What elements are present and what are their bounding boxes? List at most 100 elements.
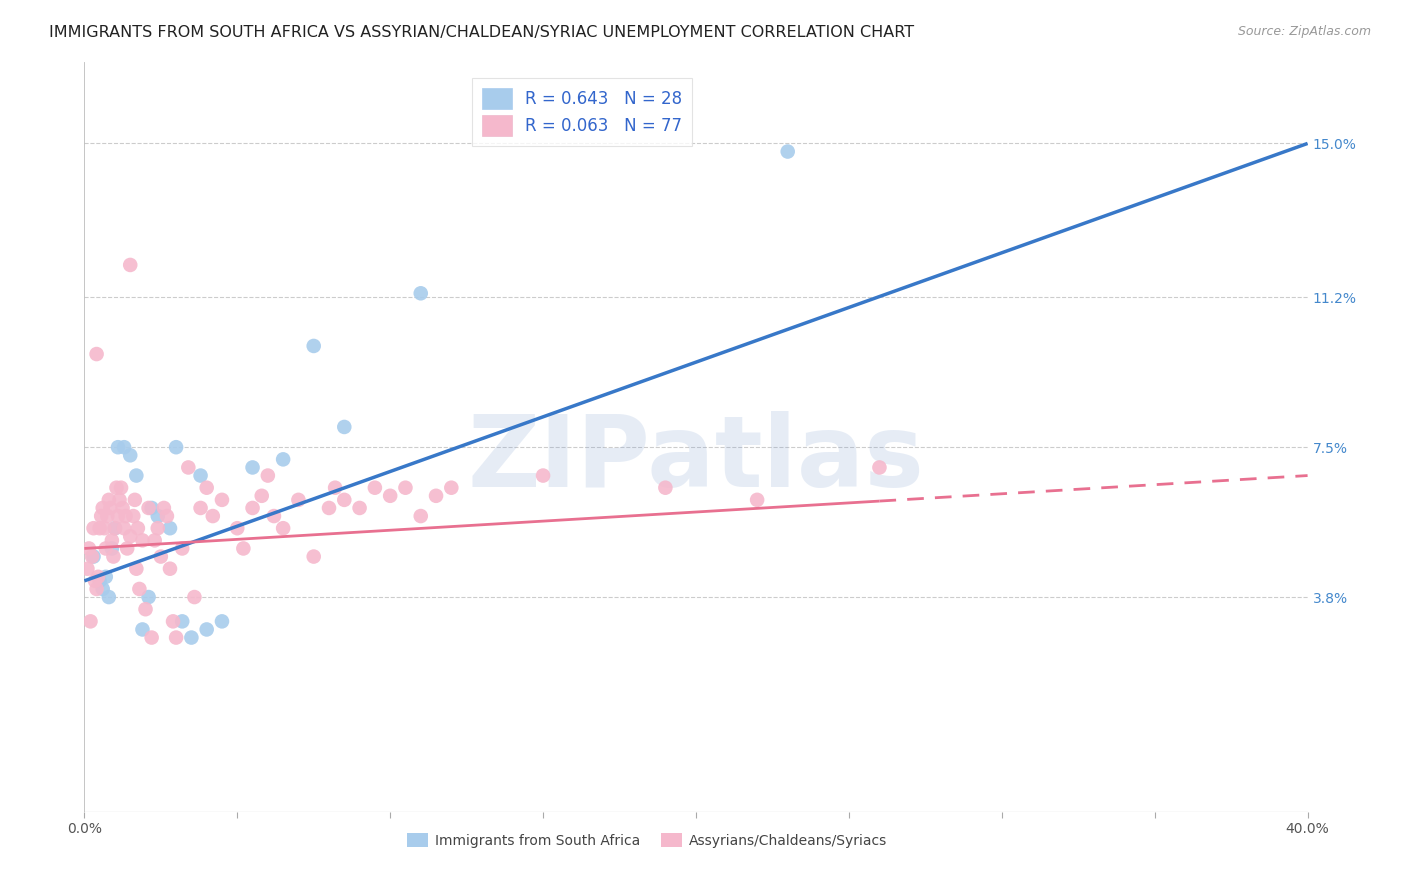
Point: [440, 481, 463, 495]
Point: [172, 615, 194, 629]
Point: [263, 509, 285, 524]
Point: [869, 460, 891, 475]
Point: [747, 492, 769, 507]
Point: [84, 574, 107, 588]
Text: IMMIGRANTS FROM SOUTH AFRICA VS ASSYRIAN/CHALDEAN/SYRIAC UNEMPLOYMENT CORRELATIO: IMMIGRANTS FROM SOUTH AFRICA VS ASSYRIAN…: [49, 25, 914, 40]
Point: [333, 492, 356, 507]
Point: [111, 500, 134, 515]
Point: [110, 481, 132, 495]
Point: [112, 440, 135, 454]
Point: [146, 509, 169, 524]
Point: [87, 570, 110, 584]
Point: [107, 509, 129, 524]
Point: [302, 339, 325, 353]
Point: [131, 533, 153, 548]
Point: [98, 500, 121, 515]
Point: [131, 623, 153, 637]
Point: [172, 541, 194, 556]
Point: [91, 500, 114, 515]
Point: [94, 570, 117, 584]
Point: [76, 562, 98, 576]
Point: [364, 481, 387, 495]
Point: [318, 500, 340, 515]
Point: [162, 615, 184, 629]
Point: [394, 481, 416, 495]
Point: [250, 489, 273, 503]
Point: [101, 541, 124, 556]
Point: [380, 489, 402, 503]
Point: [159, 562, 181, 576]
Point: [104, 521, 127, 535]
Point: [89, 521, 111, 535]
Point: [211, 615, 233, 629]
Point: [242, 500, 264, 515]
Point: [86, 582, 108, 596]
Point: [122, 509, 145, 524]
Point: [90, 509, 112, 524]
Point: [153, 500, 176, 515]
Point: [104, 521, 127, 535]
Point: [776, 145, 799, 159]
Point: [654, 481, 676, 495]
Text: ZIPatlas: ZIPatlas: [468, 411, 924, 508]
Point: [159, 521, 181, 535]
Point: [103, 549, 125, 564]
Point: [409, 286, 432, 301]
Point: [232, 541, 254, 556]
Point: [93, 521, 115, 535]
Point: [108, 492, 131, 507]
Legend: Immigrants from South Africa, Assyrians/Chaldeans/Syriacs: Immigrants from South Africa, Assyrians/…: [402, 828, 893, 854]
Point: [177, 460, 200, 475]
Point: [112, 521, 135, 535]
Point: [165, 440, 187, 454]
Point: [143, 533, 166, 548]
Point: [114, 509, 136, 524]
Point: [242, 460, 264, 475]
Point: [271, 521, 294, 535]
Point: [180, 631, 202, 645]
Point: [183, 590, 205, 604]
Point: [83, 521, 105, 535]
Point: [425, 489, 447, 503]
Point: [156, 509, 179, 524]
Point: [128, 582, 150, 596]
Point: [120, 529, 142, 543]
Point: [146, 521, 169, 535]
Point: [195, 623, 218, 637]
Point: [91, 582, 114, 596]
Point: [201, 509, 224, 524]
Point: [271, 452, 294, 467]
Point: [97, 590, 120, 604]
Text: Source: ZipAtlas.com: Source: ZipAtlas.com: [1237, 25, 1371, 38]
Point: [127, 521, 149, 535]
Point: [323, 481, 346, 495]
Point: [257, 468, 280, 483]
Point: [138, 500, 160, 515]
Point: [125, 562, 148, 576]
Point: [141, 500, 163, 515]
Point: [101, 533, 124, 548]
Point: [97, 492, 120, 507]
Point: [124, 492, 146, 507]
Point: [135, 602, 157, 616]
Point: [83, 549, 105, 564]
Point: [333, 420, 356, 434]
Point: [302, 549, 325, 564]
Point: [531, 468, 554, 483]
Point: [86, 347, 108, 361]
Point: [120, 258, 142, 272]
Point: [141, 631, 163, 645]
Point: [165, 631, 187, 645]
Point: [105, 481, 128, 495]
Point: [226, 521, 249, 535]
Point: [89, 574, 111, 588]
Point: [107, 440, 129, 454]
Point: [211, 492, 233, 507]
Point: [287, 492, 309, 507]
Point: [349, 500, 371, 515]
Point: [79, 615, 101, 629]
Point: [94, 541, 117, 556]
Point: [80, 549, 103, 564]
Point: [190, 468, 212, 483]
Point: [125, 468, 148, 483]
